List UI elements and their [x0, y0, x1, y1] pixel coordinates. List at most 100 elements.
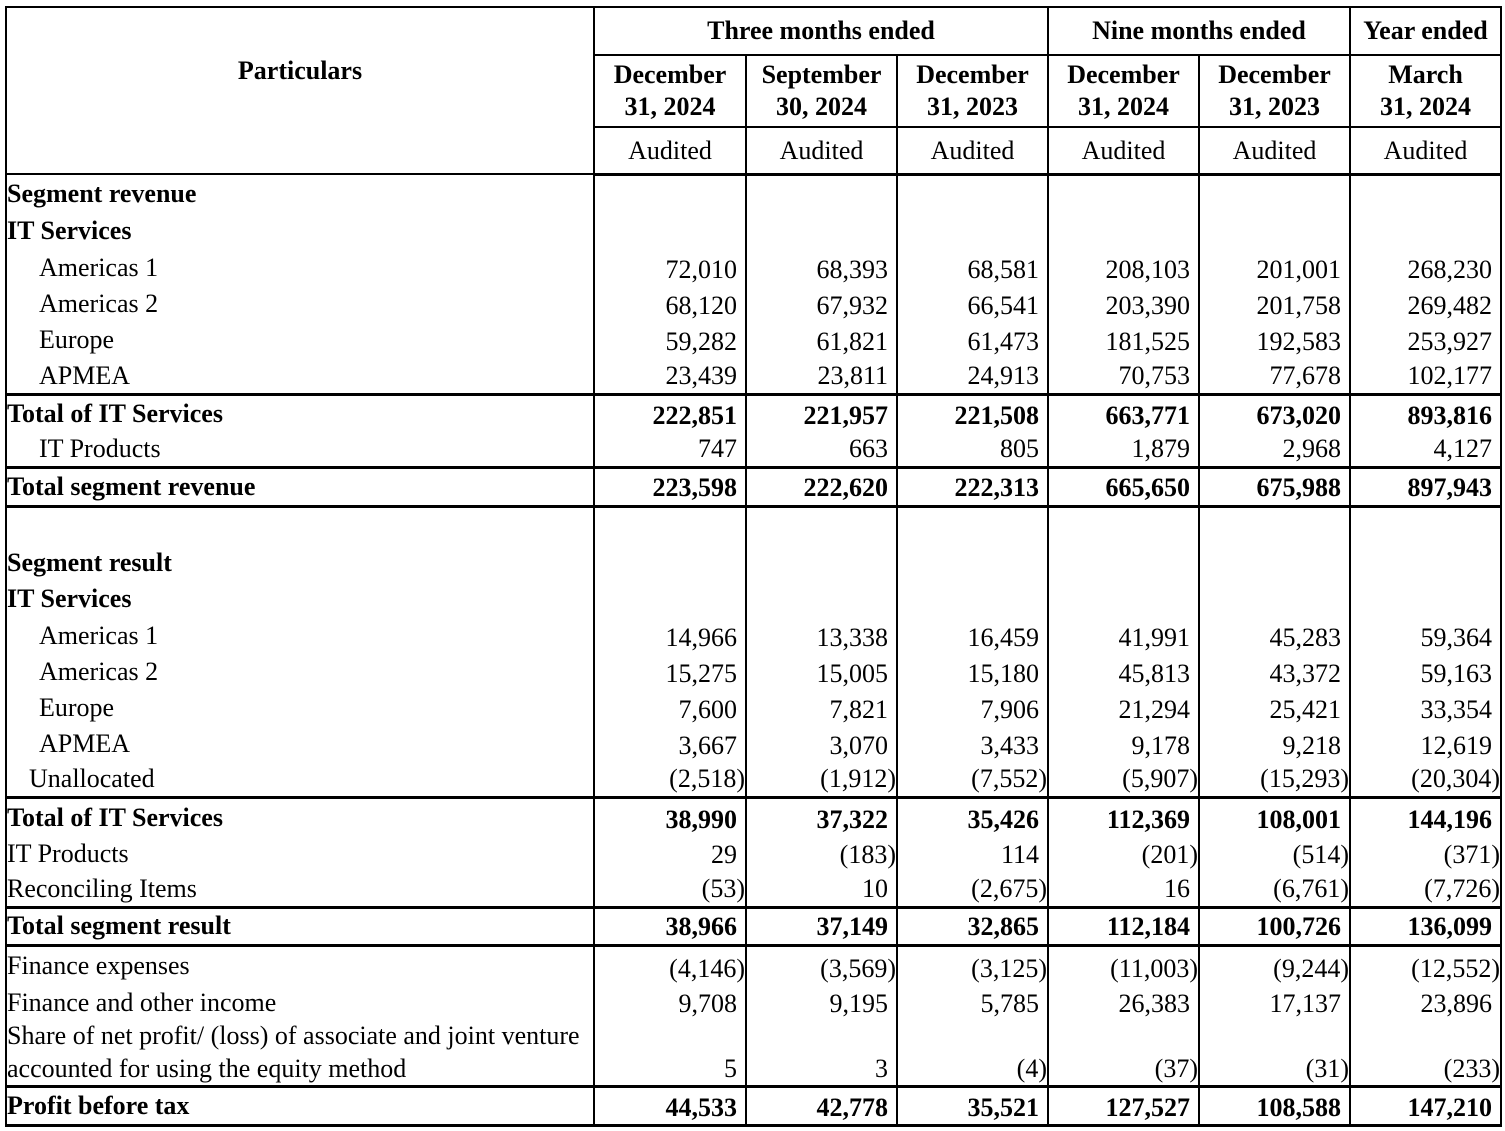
row-label: IT Services: [5, 213, 595, 249]
row-value: (53): [593, 871, 747, 907]
row-value: 112,369: [1047, 795, 1200, 836]
row-value: (3,569): [745, 945, 898, 985]
date-header-line: September: [761, 59, 882, 89]
row-value: [1349, 213, 1502, 249]
table-row: IT Services: [5, 581, 1502, 617]
row-value: 44,533: [593, 1085, 747, 1127]
row-value: (233): [1349, 1020, 1502, 1087]
row-value: (9,244): [1198, 945, 1351, 985]
row-value: 23,811: [745, 358, 898, 394]
row-value: (7,726): [1349, 871, 1502, 907]
row-value: [745, 545, 898, 581]
row-value: 268,230: [1349, 249, 1502, 286]
row-value: 147,210: [1349, 1085, 1502, 1127]
date-header-line: 31, 2024: [1078, 92, 1169, 121]
row-value: 77,678: [1198, 358, 1351, 394]
row-label: APMEA: [5, 726, 595, 762]
row-value: (20,304): [1349, 762, 1502, 797]
date-header-line: December: [613, 59, 727, 89]
group-header-three-months: Three months ended: [593, 6, 1049, 56]
row-label: Total segment result: [5, 905, 595, 947]
table-row: IT Products 747 663 805 1,879 2,968 4,127: [5, 432, 1502, 467]
row-value: [1349, 581, 1502, 617]
row-value: 9,195: [745, 985, 898, 1020]
table-row: Europe 7,600 7,821 7,906 21,294 25,421 33,354: [5, 690, 1502, 726]
row-value: 675,988: [1198, 465, 1351, 508]
table-row: Reconciling Items (53) 10 (2,675) 16 (6,761)(…: [5, 871, 1502, 907]
table-row: APMEA 3,667 3,070 3,433 9,178 9,218 12,619: [5, 726, 1502, 762]
row-value: [1198, 213, 1351, 249]
table-row: Segment result: [5, 545, 1502, 581]
audit-status: Audited: [1047, 126, 1200, 176]
table-row: Americas 2 15,275 15,005 15,180 45,813 43,372…: [5, 654, 1502, 690]
audit-status: Audited: [593, 126, 747, 176]
row-value: 72,010: [593, 249, 747, 286]
row-value: [1047, 506, 1200, 545]
row-value: 201,001: [1198, 249, 1351, 286]
row-label: Americas 1: [5, 617, 595, 654]
date-header: December 31, 2023: [896, 54, 1049, 128]
row-value: 222,851: [593, 392, 747, 432]
row-value: 9,178: [1047, 726, 1200, 762]
row-value: 10: [745, 871, 898, 907]
row-value: (12,552): [1349, 945, 1502, 985]
row-value: 269,482: [1349, 286, 1502, 322]
row-value: 66,541: [896, 286, 1049, 322]
audit-status: Audited: [896, 126, 1049, 176]
row-value: [1198, 581, 1351, 617]
date-header: September 30, 2024: [745, 54, 898, 128]
row-value: 7,821: [745, 690, 898, 726]
row-label: Segment revenue: [5, 174, 595, 213]
row-value: (37): [1047, 1020, 1200, 1087]
row-value: 32,865: [896, 905, 1049, 947]
row-value: 59,163: [1349, 654, 1502, 690]
row-value: 108,001: [1198, 795, 1351, 836]
row-value: 114: [896, 836, 1049, 871]
table-row: Total of IT Services 38,990 37,322 35,426 11…: [5, 795, 1502, 836]
row-value: [745, 213, 898, 249]
group-header-nine-months: Nine months ended: [1047, 6, 1351, 56]
row-value: 144,196: [1349, 795, 1502, 836]
row-value: 7,600: [593, 690, 747, 726]
row-value: 68,581: [896, 249, 1049, 286]
row-value: 2,968: [1198, 432, 1351, 467]
row-value: (371): [1349, 836, 1502, 871]
row-value: [896, 213, 1049, 249]
row-label: Unallocated: [5, 762, 595, 797]
table-row: [5, 506, 1502, 545]
row-label: Share of net profit/ (loss) of associate…: [5, 1020, 595, 1087]
row-value: (7,552): [896, 762, 1049, 797]
table-row: Europe 59,282 61,821 61,473 181,525 192,583 25…: [5, 322, 1502, 358]
row-value: 208,103: [1047, 249, 1200, 286]
row-value: (2,518): [593, 762, 747, 797]
row-value: 21,294: [1047, 690, 1200, 726]
row-value: 3,070: [745, 726, 898, 762]
row-value: 7,906: [896, 690, 1049, 726]
row-label: IT Services: [5, 581, 595, 617]
date-header: December 31, 2023: [1198, 54, 1351, 128]
row-value: 23,896: [1349, 985, 1502, 1020]
row-label: IT Products: [5, 836, 595, 871]
row-label: IT Products: [5, 432, 595, 467]
row-value: [896, 545, 1049, 581]
row-value: 5: [593, 1020, 747, 1087]
row-value: 59,364: [1349, 617, 1502, 654]
table-row: Unallocated (2,518) (1,912) (7,552) (5,907)(…: [5, 762, 1502, 797]
row-value: 3,433: [896, 726, 1049, 762]
row-value: 127,527: [1047, 1085, 1200, 1127]
row-value: [745, 174, 898, 213]
row-value: [745, 506, 898, 545]
row-value: 45,813: [1047, 654, 1200, 690]
table-row: Share of net profit/ (loss) of associate…: [5, 1020, 1502, 1087]
row-value: 112,184: [1047, 905, 1200, 947]
row-value: (514): [1198, 836, 1351, 871]
date-header-line: December: [1218, 59, 1331, 89]
row-value: 61,473: [896, 322, 1049, 358]
row-value: 222,620: [745, 465, 898, 508]
audit-status: Audited: [745, 126, 898, 176]
row-label: Americas 2: [5, 286, 595, 322]
row-value: 16,459: [896, 617, 1049, 654]
row-value: 68,393: [745, 249, 898, 286]
row-value: [1047, 174, 1200, 213]
date-header-line: December: [1067, 59, 1180, 89]
